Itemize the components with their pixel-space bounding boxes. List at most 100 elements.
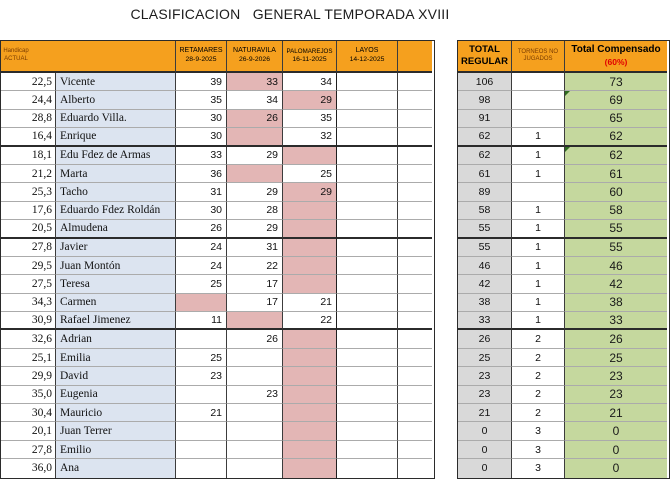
score-cell[interactable] bbox=[176, 459, 227, 478]
score-cell[interactable] bbox=[337, 385, 398, 405]
score-cell[interactable] bbox=[337, 238, 398, 257]
total-regular-cell[interactable]: 26 bbox=[458, 330, 512, 349]
score-cell[interactable] bbox=[398, 312, 432, 331]
not-played-cell[interactable]: 2 bbox=[512, 348, 565, 368]
player-name-cell[interactable]: Enrique bbox=[56, 128, 176, 147]
total-regular-cell[interactable]: 38 bbox=[458, 293, 512, 313]
score-cell[interactable] bbox=[227, 440, 283, 460]
score-cell[interactable] bbox=[283, 220, 337, 239]
score-cell[interactable] bbox=[398, 109, 432, 129]
score-cell[interactable] bbox=[227, 404, 283, 423]
player-name-cell[interactable]: Rafael Jimenez bbox=[56, 312, 176, 331]
score-cell[interactable] bbox=[283, 440, 337, 460]
score-cell[interactable] bbox=[227, 348, 283, 368]
handicap-cell[interactable]: 35,0 bbox=[1, 385, 56, 405]
score-cell[interactable] bbox=[337, 330, 398, 349]
score-cell[interactable] bbox=[337, 91, 398, 110]
compensado-cell[interactable]: 26 bbox=[565, 330, 667, 349]
score-cell[interactable]: 34 bbox=[283, 73, 337, 92]
compensado-cell[interactable]: 65 bbox=[565, 109, 667, 129]
score-cell[interactable] bbox=[227, 164, 283, 184]
score-cell[interactable] bbox=[337, 459, 398, 478]
score-cell[interactable]: 31 bbox=[176, 183, 227, 202]
handicap-cell[interactable]: 30,9 bbox=[1, 312, 56, 331]
not-played-cell[interactable]: 3 bbox=[512, 459, 565, 478]
handicap-cell[interactable]: 18,1 bbox=[1, 146, 56, 165]
score-cell[interactable]: 25 bbox=[283, 164, 337, 184]
compensado-cell[interactable]: 73 bbox=[565, 73, 667, 92]
score-cell[interactable] bbox=[337, 109, 398, 129]
not-played-cell[interactable]: 1 bbox=[512, 164, 565, 184]
not-played-cell[interactable] bbox=[512, 109, 565, 129]
score-cell[interactable]: 21 bbox=[283, 293, 337, 313]
score-cell[interactable] bbox=[283, 256, 337, 276]
tournament-header-extra[interactable] bbox=[398, 41, 432, 73]
handicap-cell[interactable]: 22,5 bbox=[1, 73, 56, 92]
not-played-cell[interactable]: 1 bbox=[512, 220, 565, 239]
total-regular-cell[interactable]: 89 bbox=[458, 183, 512, 202]
score-cell[interactable] bbox=[398, 238, 432, 257]
score-cell[interactable] bbox=[337, 422, 398, 441]
score-cell[interactable] bbox=[398, 275, 432, 294]
score-cell[interactable] bbox=[398, 256, 432, 276]
not-played-cell[interactable]: 2 bbox=[512, 385, 565, 405]
total-regular-cell[interactable]: 62 bbox=[458, 128, 512, 147]
total-regular-cell[interactable]: 23 bbox=[458, 385, 512, 405]
handicap-cell[interactable]: 27,8 bbox=[1, 238, 56, 257]
compensado-cell[interactable]: 60 bbox=[565, 183, 667, 202]
score-cell[interactable] bbox=[337, 73, 398, 92]
compensado-cell[interactable]: 0 bbox=[565, 440, 667, 460]
handicap-cell[interactable]: 25,1 bbox=[1, 348, 56, 368]
score-cell[interactable]: 35 bbox=[176, 91, 227, 110]
score-cell[interactable] bbox=[337, 201, 398, 221]
not-played-cell[interactable]: 3 bbox=[512, 440, 565, 460]
score-cell[interactable]: 26 bbox=[176, 220, 227, 239]
score-cell[interactable]: 39 bbox=[176, 73, 227, 92]
not-played-cell[interactable]: 1 bbox=[512, 201, 565, 221]
score-cell[interactable] bbox=[283, 201, 337, 221]
score-cell[interactable]: 35 bbox=[283, 109, 337, 129]
handicap-cell[interactable]: 17,6 bbox=[1, 201, 56, 221]
score-cell[interactable] bbox=[398, 293, 432, 313]
score-cell[interactable] bbox=[398, 73, 432, 92]
total-regular-cell[interactable]: 23 bbox=[458, 367, 512, 386]
score-cell[interactable]: 22 bbox=[227, 256, 283, 276]
score-cell[interactable] bbox=[227, 128, 283, 147]
score-cell[interactable] bbox=[398, 404, 432, 423]
score-cell[interactable] bbox=[337, 220, 398, 239]
score-cell[interactable] bbox=[398, 459, 432, 478]
score-cell[interactable] bbox=[398, 440, 432, 460]
compensado-cell[interactable]: 21 bbox=[565, 404, 667, 423]
compensado-cell[interactable]: 0 bbox=[565, 459, 667, 478]
compensado-cell[interactable]: 0 bbox=[565, 422, 667, 441]
not-played-cell[interactable] bbox=[512, 73, 565, 92]
score-cell[interactable] bbox=[176, 330, 227, 349]
handicap-cell[interactable]: 24,4 bbox=[1, 91, 56, 110]
score-cell[interactable] bbox=[398, 330, 432, 349]
player-name-cell[interactable]: Edu Fdez de Armas bbox=[56, 146, 176, 165]
score-cell[interactable]: 26 bbox=[227, 109, 283, 129]
compensado-cell[interactable]: 62 bbox=[565, 146, 667, 165]
compensado-cell[interactable]: 38 bbox=[565, 293, 667, 313]
score-cell[interactable] bbox=[398, 385, 432, 405]
score-cell[interactable] bbox=[176, 385, 227, 405]
handicap-cell[interactable]: 27,8 bbox=[1, 440, 56, 460]
total-regular-cell[interactable]: 98 bbox=[458, 91, 512, 110]
player-name-cell[interactable]: Ana bbox=[56, 459, 176, 478]
total-regular-header[interactable]: TOTAL REGULAR bbox=[458, 41, 512, 73]
total-regular-cell[interactable]: 21 bbox=[458, 404, 512, 423]
score-cell[interactable] bbox=[283, 238, 337, 257]
score-cell[interactable] bbox=[176, 293, 227, 313]
total-regular-cell[interactable]: 46 bbox=[458, 256, 512, 276]
score-cell[interactable] bbox=[398, 201, 432, 221]
compensado-cell[interactable]: 23 bbox=[565, 385, 667, 405]
score-cell[interactable] bbox=[283, 275, 337, 294]
score-cell[interactable]: 33 bbox=[227, 73, 283, 92]
not-played-cell[interactable]: 1 bbox=[512, 275, 565, 294]
handicap-cell[interactable]: 21,2 bbox=[1, 164, 56, 184]
player-name-cell[interactable]: Emilio bbox=[56, 440, 176, 460]
score-cell[interactable] bbox=[398, 146, 432, 165]
player-name-cell[interactable]: Juan Montón bbox=[56, 256, 176, 276]
score-cell[interactable] bbox=[227, 367, 283, 386]
not-played-cell[interactable]: 2 bbox=[512, 367, 565, 386]
